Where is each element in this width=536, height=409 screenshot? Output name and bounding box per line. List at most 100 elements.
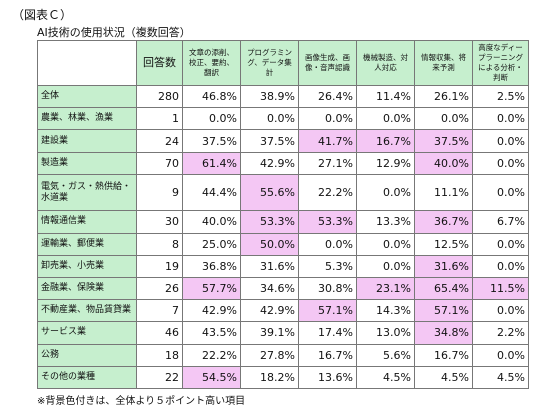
row-label: 運輸業、郵便業	[37, 232, 137, 256]
percent-cell: 13.6%	[298, 365, 357, 390]
percent-cell: 42.9%	[240, 151, 299, 175]
percent-cell: 22.2%	[182, 343, 241, 367]
row-label: 製造業	[37, 151, 137, 175]
percent-cell: 46.8%	[182, 84, 241, 109]
row-label: 建設業	[37, 129, 137, 153]
percent-cell: 0.0%	[298, 107, 357, 131]
percent-cell: 0.0%	[472, 151, 529, 175]
percent-cell: 16.7%	[356, 129, 415, 153]
percent-cell: 37.5%	[240, 129, 299, 153]
percent-cell: 0.0%	[472, 129, 529, 153]
row-label: 公務	[37, 343, 137, 367]
percent-cell: 65.4%	[414, 276, 473, 301]
table-row: 卸売業、小売業 19 36.8% 31.6% 5.3% 0.0% 31.6% 0.0%	[37, 254, 529, 278]
column-header: プログラミング、データ集計	[240, 40, 299, 86]
count-cell: 7	[136, 299, 183, 323]
row-label: 全体	[37, 84, 137, 109]
percent-cell: 50.0%	[240, 232, 299, 256]
table-row: 金融業、保険業 26 57.7% 34.6% 30.8% 23.1% 65.4% 11.5%	[37, 276, 529, 301]
row-label: 情報通信業	[37, 210, 137, 234]
percent-cell: 11.4%	[356, 84, 415, 109]
percent-cell: 0.0%	[356, 232, 415, 256]
percent-cell: 44.4%	[182, 173, 241, 212]
count-cell: 18	[136, 343, 183, 367]
percent-cell: 2.5%	[472, 84, 529, 109]
header-corner-cell	[37, 40, 137, 86]
percent-cell: 53.3%	[298, 210, 357, 234]
percent-cell: 6.7%	[472, 210, 529, 234]
percent-cell: 42.9%	[182, 299, 241, 323]
percent-cell: 0.0%	[472, 299, 529, 323]
count-cell: 70	[136, 151, 183, 175]
ai-usage-table: 回答数 文章の添削、校正、要約、翻訳 プログラミング、データ集計 画像生成、画像・音声…	[37, 40, 529, 390]
table-row: 不動産業、物品賃貸業 7 42.9% 42.9% 57.1% 14.3% 57.1% 0.0%	[37, 299, 529, 323]
percent-cell: 2.2%	[472, 321, 529, 345]
percent-cell: 12.5%	[414, 232, 473, 256]
table-row: 運輸業、郵便業 8 25.0% 50.0% 0.0% 0.0% 12.5% 0.0%	[37, 232, 529, 256]
percent-cell: 4.5%	[414, 365, 473, 390]
count-cell: 46	[136, 321, 183, 345]
percent-cell: 31.6%	[414, 254, 473, 278]
row-label: サービス業	[37, 321, 137, 345]
table-title: AI技術の使用状況（複数回答）	[37, 26, 191, 39]
row-label: その他の業種	[37, 365, 137, 390]
table-row: 情報通信業 30 40.0% 53.3% 53.3% 13.3% 36.7% 6.7%	[37, 210, 529, 234]
figure-label: （図表Ｃ）	[12, 8, 73, 22]
percent-cell: 11.1%	[414, 173, 473, 212]
count-cell: 22	[136, 365, 183, 390]
percent-cell: 12.9%	[356, 151, 415, 175]
percent-cell: 4.5%	[356, 365, 415, 390]
percent-cell: 5.6%	[356, 343, 415, 367]
column-header: 文章の添削、校正、要約、翻訳	[182, 40, 241, 86]
percent-cell: 22.2%	[298, 173, 357, 212]
percent-cell: 54.5%	[182, 365, 241, 390]
percent-cell: 27.8%	[240, 343, 299, 367]
count-cell: 26	[136, 276, 183, 301]
percent-cell: 16.7%	[414, 343, 473, 367]
percent-cell: 25.0%	[182, 232, 241, 256]
percent-cell: 0.0%	[414, 107, 473, 131]
count-cell: 30	[136, 210, 183, 234]
percent-cell: 26.1%	[414, 84, 473, 109]
count-cell: 1	[136, 107, 183, 131]
row-label: 不動産業、物品賃貸業	[37, 299, 137, 323]
percent-cell: 0.0%	[298, 232, 357, 256]
percent-cell: 34.8%	[414, 321, 473, 345]
table-row: 公務 18 22.2% 27.8% 16.7% 5.6% 16.7% 0.0%	[37, 343, 529, 367]
percent-cell: 0.0%	[472, 343, 529, 367]
percent-cell: 57.1%	[298, 299, 357, 323]
table-row: その他の業種 22 54.5% 18.2% 13.6% 4.5% 4.5% 4.5%	[37, 365, 529, 390]
row-label: 金融業、保険業	[37, 276, 137, 301]
percent-cell: 37.5%	[182, 129, 241, 153]
table-body: 全体 280 46.8% 38.9% 26.4% 11.4% 26.1% 2.5% 農業、林業、…	[37, 84, 529, 390]
percent-cell: 27.1%	[298, 151, 357, 175]
row-label: 農業、林業、漁業	[37, 107, 137, 131]
column-header: 画像生成、画像・音声認識	[298, 40, 357, 86]
count-cell: 19	[136, 254, 183, 278]
percent-cell: 41.7%	[298, 129, 357, 153]
count-cell: 280	[136, 84, 183, 109]
percent-cell: 4.5%	[472, 365, 529, 390]
table-row: サービス業 46 43.5% 39.1% 17.4% 13.0% 34.8% 2.2%	[37, 321, 529, 345]
percent-cell: 14.3%	[356, 299, 415, 323]
percent-cell: 53.3%	[240, 210, 299, 234]
percent-cell: 18.2%	[240, 365, 299, 390]
table-row: 電気・ガス・熱供給・水道業 9 44.4% 55.6% 22.2% 0.0% 11.1% 0.…	[37, 173, 529, 212]
row-label: 卸売業、小売業	[37, 254, 137, 278]
table-header: 回答数 文章の添削、校正、要約、翻訳 プログラミング、データ集計 画像生成、画像・音声…	[37, 40, 529, 86]
percent-cell: 57.1%	[414, 299, 473, 323]
percent-cell: 61.4%	[182, 151, 241, 175]
percent-cell: 11.5%	[472, 276, 529, 301]
percent-cell: 0.0%	[472, 232, 529, 256]
percent-cell: 30.8%	[298, 276, 357, 301]
percent-cell: 40.0%	[182, 210, 241, 234]
percent-cell: 43.5%	[182, 321, 241, 345]
percent-cell: 0.0%	[240, 107, 299, 131]
count-cell: 24	[136, 129, 183, 153]
footnote: ※背景色付きは、全体より５ポイント高い項目	[37, 396, 246, 407]
percent-cell: 0.0%	[356, 173, 415, 212]
percent-cell: 39.1%	[240, 321, 299, 345]
percent-cell: 37.5%	[414, 129, 473, 153]
row-label: 電気・ガス・熱供給・水道業	[37, 173, 137, 212]
percent-cell: 38.9%	[240, 84, 299, 109]
